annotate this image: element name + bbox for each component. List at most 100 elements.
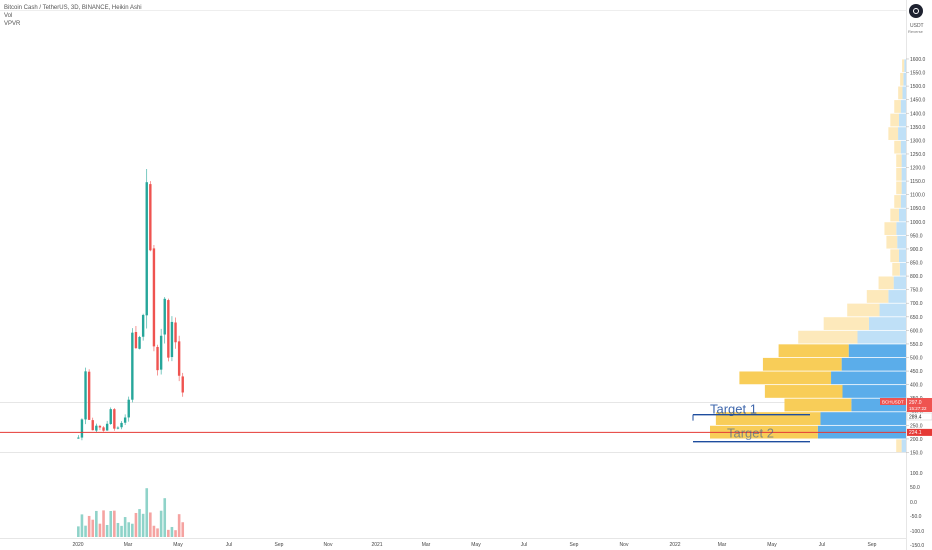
volume-bar	[116, 522, 120, 537]
price-tick-label: 1400.0	[910, 111, 926, 117]
symbol-badge-text: BCHUSDT	[882, 400, 904, 405]
price-tick-label: 1000.0	[910, 220, 926, 226]
volume-profile-row	[896, 439, 902, 453]
candle-body	[149, 184, 152, 251]
price-tick-label: 950.0	[910, 233, 923, 239]
time-tick-label: Mar	[718, 542, 727, 548]
volume-profile-row	[896, 154, 902, 168]
time-tick-label: 2021	[371, 542, 382, 548]
volume-bar	[102, 510, 105, 537]
chart-title[interactable]: Bitcoin Cash / TetherUS, 3D, BINANCE, He…	[4, 5, 142, 11]
price-tick-label: 200.0	[910, 437, 923, 443]
candle-body	[177, 341, 181, 376]
target-2-label: Target 2	[727, 426, 774, 441]
vpvr-indicator-label[interactable]: VPVR	[4, 21, 21, 27]
volume-bar	[120, 525, 123, 537]
candle-body	[127, 399, 130, 418]
time-axis[interactable]: 2020 Mar May Jul Sep Nov 2021 Mar May Jul Sep Nov 20…	[72, 542, 876, 548]
volume-profile-row	[879, 303, 906, 317]
volume-axis: 100.0 50.0 0.0 -50.0 -100.0 -150.0	[910, 471, 924, 549]
volume-bar	[159, 510, 163, 537]
volume-profile-row	[893, 276, 906, 290]
time-tick-label: Jul	[226, 542, 232, 548]
volume-profile-row	[902, 86, 906, 100]
volume-bar	[95, 510, 98, 537]
candle-body	[159, 335, 163, 370]
countdown-text: 15:27:22	[909, 406, 927, 411]
volume-profile-row	[715, 412, 821, 425]
volume-profile-row	[890, 113, 899, 127]
volume-bar	[152, 525, 156, 537]
time-tick-label: Nov	[324, 542, 333, 548]
candle-body	[95, 425, 98, 431]
volume-profile-row	[820, 412, 906, 425]
volume-tick-label: -50.0	[910, 514, 922, 520]
candle-body	[77, 437, 80, 439]
volume-bar	[84, 525, 87, 537]
time-tick-label: Mar	[422, 542, 431, 548]
volume-bar	[127, 522, 131, 537]
currency-sublabel: Reverse	[908, 29, 923, 34]
price-tick-label: 850.0	[910, 261, 923, 267]
price-tick-label: 750.0	[910, 288, 923, 294]
volume-profile-row	[901, 181, 906, 195]
time-tick-label: Sep	[275, 542, 284, 548]
candle-body	[91, 420, 94, 431]
price-tick-label: 800.0	[910, 274, 923, 280]
volume-bar	[134, 512, 138, 537]
volume-profile-row	[900, 195, 906, 208]
support-price-badge	[907, 428, 932, 436]
price-tick-label: 600.0	[910, 328, 923, 334]
volume-profile-row	[894, 195, 901, 208]
time-tick-label: Jul	[521, 542, 527, 548]
price-tick-label: 1600.0	[910, 57, 926, 63]
candle-body	[170, 321, 174, 358]
price-tick-label: 1250.0	[910, 152, 926, 158]
target-1-label: Target 1	[710, 402, 757, 417]
volume-profile-row	[798, 330, 858, 344]
price-tick-label: 1450.0	[910, 98, 926, 104]
last-price-text: 297.0	[909, 400, 922, 406]
volume-profile-row	[904, 59, 906, 73]
volume-tick-label: -150.0	[910, 543, 924, 549]
volume-profile-row	[778, 344, 849, 358]
volume-bars	[77, 488, 185, 537]
volume-bar	[109, 511, 113, 537]
candle-body	[134, 332, 138, 349]
tradingview-logo-icon[interactable]	[909, 4, 923, 18]
volume-profile-row	[886, 235, 898, 249]
volume-bar	[174, 530, 177, 537]
volume-profile-row	[896, 167, 902, 181]
volume-bar	[156, 528, 159, 537]
volume-tick-label: -100.0	[910, 529, 924, 535]
symbol-badge	[880, 398, 906, 405]
volume-profile-row	[898, 208, 906, 222]
price-tick-label: 1100.0	[910, 193, 925, 199]
volume-profile-row	[890, 208, 899, 222]
candle-body	[120, 422, 123, 428]
candle-body	[105, 423, 109, 431]
volume-profile-row	[901, 439, 906, 453]
volume-bar	[170, 526, 174, 537]
volume-profile-row	[898, 86, 903, 100]
candle-body	[152, 248, 156, 347]
target-price-badge	[906, 412, 932, 421]
volume-bar	[113, 510, 116, 537]
price-tick-label: 250.0	[910, 423, 923, 429]
volume-tick-label: 100.0	[910, 471, 923, 477]
candle-body	[145, 182, 148, 316]
volume-bar	[181, 522, 185, 537]
price-tick-label: 1350.0	[910, 125, 926, 131]
volume-bar	[87, 515, 91, 537]
volume-bar	[98, 523, 102, 537]
volume-profile-row	[847, 303, 880, 317]
price-lines: Target 1 Target 2	[0, 402, 906, 443]
candle-body	[80, 419, 84, 438]
volume-profile-row	[878, 276, 894, 290]
volume-indicator-label[interactable]: Vol	[4, 13, 13, 19]
time-tick-label: May	[173, 542, 183, 548]
volume-bar	[80, 514, 84, 537]
volume-profile-row	[866, 290, 889, 303]
volume-profile-row	[896, 222, 906, 235]
